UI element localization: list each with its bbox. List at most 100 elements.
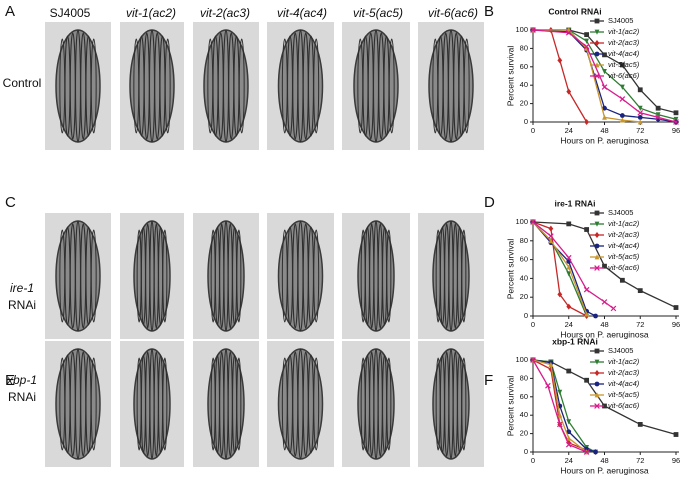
pod-stripe: [236, 229, 242, 323]
series-line: [532, 29, 677, 123]
y-axis-label: Percent survival: [505, 376, 515, 437]
y-axis-label: Percent survival: [505, 46, 515, 107]
data-point: [583, 286, 590, 293]
legend-marker: [594, 370, 600, 376]
data-point: [602, 105, 607, 111]
data-point: [593, 313, 598, 319]
data-point: [602, 114, 607, 120]
x-tick-label: 96: [672, 456, 680, 465]
legend-marker: [594, 265, 600, 271]
panel-label: D: [484, 194, 495, 211]
data-point: [566, 271, 572, 277]
pod-stripe: [463, 38, 470, 134]
data-point: [566, 221, 572, 227]
x-tick-label: 24: [565, 456, 573, 465]
pod-stripe: [461, 357, 467, 451]
pod: [207, 220, 245, 332]
micrograph: [418, 341, 484, 467]
pod-stripe: [90, 229, 97, 323]
series-line: [533, 29, 677, 114]
data-point: [602, 52, 607, 58]
data-point: [637, 422, 643, 427]
column-header: vit-2(ac3): [200, 6, 250, 20]
panel-label: C: [5, 194, 16, 211]
series-line: [532, 221, 587, 317]
y-tick-label: 0: [524, 117, 528, 126]
micrograph: [418, 22, 484, 150]
legend-label: vit-6(ac6): [608, 401, 640, 410]
y-tick-label: 80: [520, 373, 528, 382]
panel-label: E: [5, 372, 15, 389]
x-tick-label: 24: [565, 126, 573, 135]
legend-label: vit-5(ac5): [608, 60, 640, 69]
data-point: [637, 288, 643, 294]
micrograph: [45, 341, 111, 467]
legend-marker: [594, 243, 600, 249]
pod: [277, 29, 324, 143]
series-line: [533, 29, 588, 123]
data-point: [565, 254, 572, 261]
legend-label: vit-2(ac3): [608, 368, 640, 377]
legend-marker: [594, 40, 600, 46]
row-label: xbp-1: [6, 373, 37, 387]
data-point: [619, 117, 625, 123]
y-tick-label: 40: [520, 273, 528, 282]
x-tick-label: 72: [636, 456, 644, 465]
data-point: [566, 435, 572, 441]
data-point: [610, 305, 617, 312]
data-point: [566, 264, 572, 270]
data-point: [530, 219, 536, 225]
data-point: [566, 419, 572, 425]
series-line: [532, 221, 588, 317]
data-point: [545, 382, 551, 389]
series-line: [532, 221, 596, 317]
data-point: [584, 377, 590, 383]
data-point: [593, 449, 598, 455]
legend-label: vit-1(ac2): [608, 219, 640, 228]
x-tick-label: 96: [672, 126, 680, 135]
pod: [428, 29, 474, 143]
data-point: [637, 115, 643, 120]
pod-stripe: [90, 38, 97, 134]
data-point: [602, 403, 607, 409]
pod-stripe: [461, 229, 467, 323]
legend-marker: [594, 29, 600, 35]
pod-stripe: [162, 357, 168, 451]
y-tick-label: 80: [520, 236, 528, 245]
micrograph: [45, 22, 111, 150]
data-point: [548, 233, 554, 239]
micrograph: [267, 341, 334, 467]
legend-label: vit-2(ac3): [608, 38, 640, 47]
legend-label: vit-4(ac4): [608, 241, 640, 250]
pod: [133, 220, 171, 332]
legend-marker: [594, 221, 600, 227]
data-point: [655, 105, 661, 111]
legend-marker: [594, 73, 600, 79]
y-tick-label: 20: [520, 292, 528, 301]
y-tick-label: 100: [515, 217, 528, 226]
legend-label: vit-6(ac6): [608, 71, 640, 80]
pod: [357, 220, 395, 332]
pod-stripe: [313, 38, 320, 134]
data-point: [565, 29, 572, 36]
micrograph: [193, 341, 259, 467]
series-line: [532, 359, 596, 453]
micrograph: [193, 22, 259, 150]
legend-marker: [594, 392, 600, 398]
x-tick-label: 0: [531, 456, 535, 465]
data-point: [566, 429, 572, 435]
legend-marker: [594, 18, 600, 24]
data-point: [557, 412, 563, 418]
series-line: [533, 29, 677, 120]
micrograph: [120, 213, 184, 339]
pod: [207, 348, 245, 460]
legend-label: vit-4(ac4): [608, 49, 640, 58]
legend-marker: [594, 232, 600, 238]
series-line: [532, 359, 677, 436]
legend-label: vit-1(ac2): [608, 27, 640, 36]
y-tick-label: 60: [520, 255, 528, 264]
pod: [277, 220, 324, 332]
data-point: [602, 69, 607, 75]
data-point: [637, 119, 643, 125]
